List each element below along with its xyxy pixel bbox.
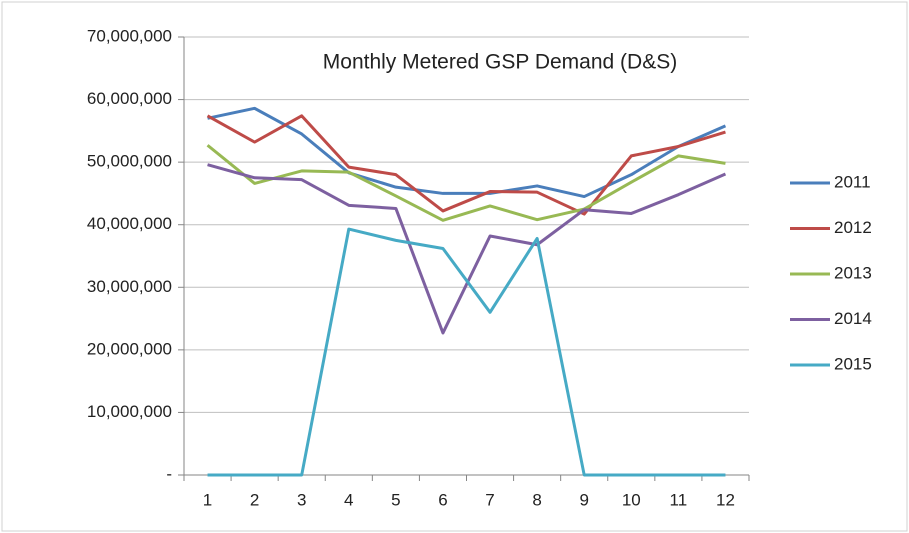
y-tick-label: 40,000,000 [87, 214, 172, 233]
y-tick-label: 70,000,000 [87, 26, 172, 45]
x-tick-label: 7 [485, 490, 494, 509]
legend-label: 2013 [834, 263, 872, 282]
x-tick-label: 2 [250, 490, 259, 509]
y-tick-label: 30,000,000 [87, 277, 172, 296]
x-tick-label: 11 [670, 490, 688, 509]
x-tick-label: 12 [716, 490, 735, 509]
y-tick-label: 10,000,000 [87, 402, 172, 421]
legend-label: 2015 [834, 354, 872, 373]
y-tick-label: 50,000,000 [87, 152, 172, 171]
series-line [207, 163, 727, 335]
x-tick-label: 5 [391, 490, 400, 509]
chart-title: Monthly Metered GSP Demand (D&S) [323, 51, 677, 74]
x-tick-label: 8 [532, 490, 541, 509]
x-tick-label: 4 [344, 490, 353, 509]
x-tick-label: 6 [438, 490, 447, 509]
x-tick-label: 10 [622, 490, 641, 509]
series-line [206, 144, 726, 222]
y-tick-label: 60,000,000 [87, 89, 172, 108]
series-line [206, 114, 726, 216]
x-tick-label: 3 [297, 490, 306, 509]
x-tick-label: 9 [579, 490, 588, 509]
legend-label: 2014 [834, 309, 872, 328]
series-line [207, 106, 727, 199]
legend-label: 2012 [834, 218, 872, 237]
y-tick-label: 20,000,000 [87, 339, 172, 358]
series-line [207, 227, 726, 477]
legend-label: 2011 [834, 172, 871, 191]
y-tick-label: - [166, 464, 172, 483]
x-tick-label: 1 [203, 490, 212, 509]
